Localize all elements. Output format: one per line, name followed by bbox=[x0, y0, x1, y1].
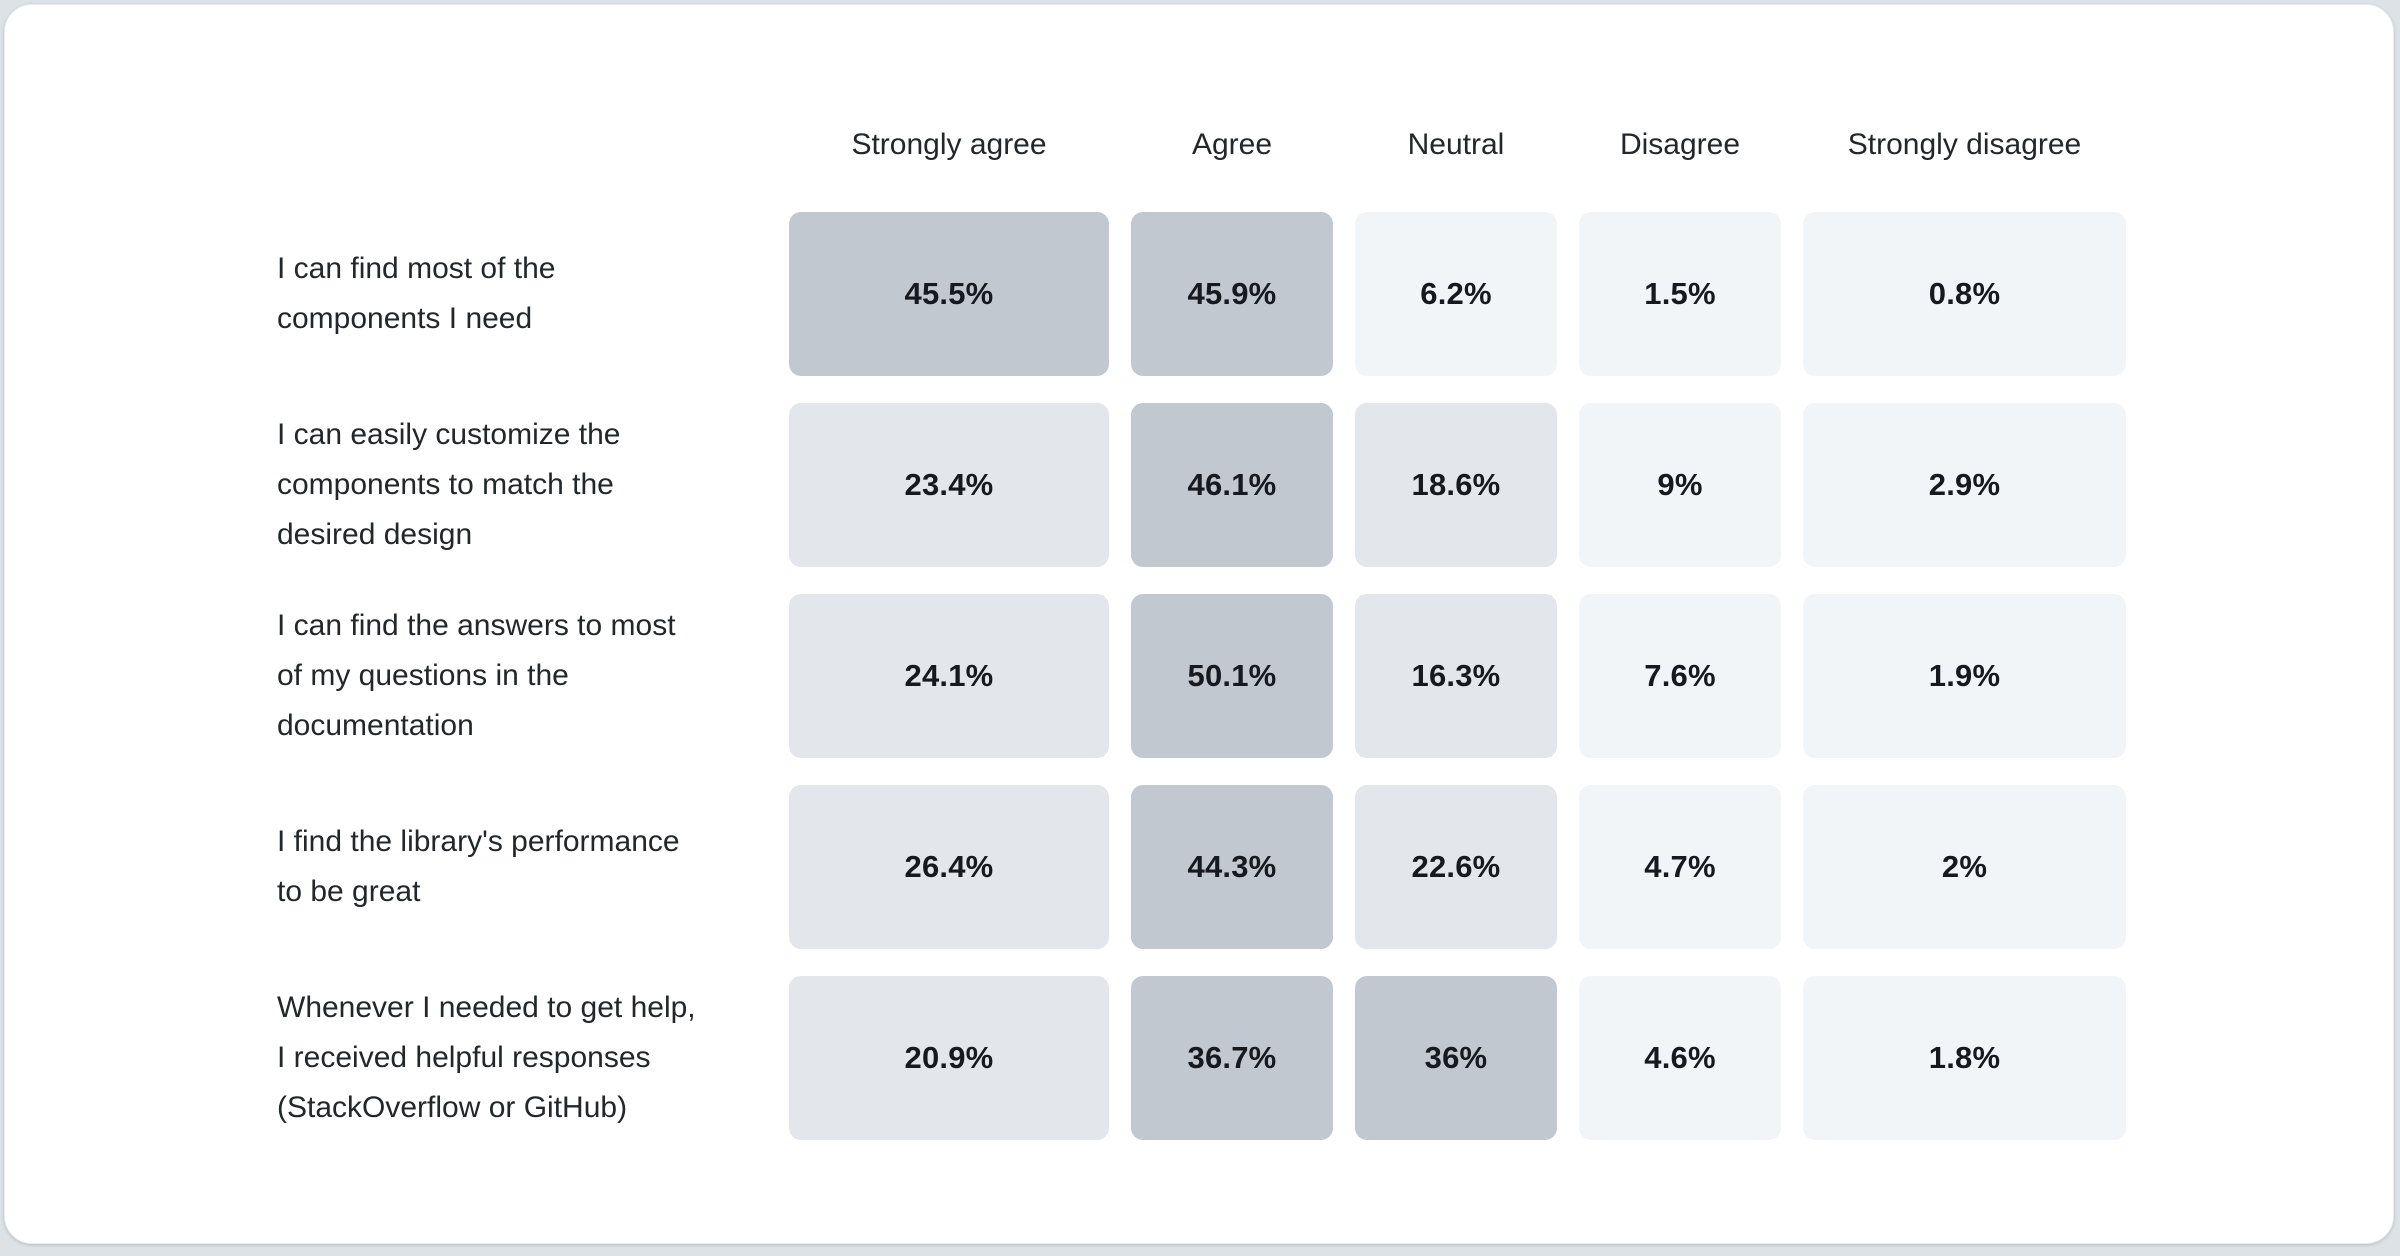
column-header: Agree bbox=[1191, 127, 1273, 161]
heatmap-cell: 36% bbox=[1355, 976, 1557, 1140]
column-header: Disagree bbox=[1619, 127, 1741, 161]
heatmap-cell: 26.4% bbox=[789, 785, 1109, 949]
heatmap-cell: 44.3% bbox=[1131, 785, 1333, 949]
row-label-text: I can easily customize the components to … bbox=[277, 418, 621, 551]
heatmap-cell: 7.6% bbox=[1579, 594, 1781, 758]
heatmap-cell: 6.2% bbox=[1355, 212, 1557, 376]
row-label: I can find most of the components I need bbox=[277, 212, 767, 376]
heatmap-cell: 2.9% bbox=[1803, 403, 2126, 567]
row-label: I can find the answers to most of my ques… bbox=[277, 594, 767, 758]
column-header: Strongly disagree bbox=[1847, 127, 2082, 161]
heatmap-cell: 18.6% bbox=[1355, 403, 1557, 567]
corner-spacer bbox=[277, 104, 767, 185]
heatmap-cell: 24.1% bbox=[789, 594, 1109, 758]
heatmap-cell: 36.7% bbox=[1131, 976, 1333, 1140]
row-label: Whenever I needed to get help, I received… bbox=[277, 976, 767, 1140]
row-label-text: I find the library's performance to be gr… bbox=[277, 825, 680, 908]
heatmap-cell: 45.9% bbox=[1131, 212, 1333, 376]
heatmap-cell: 2% bbox=[1803, 785, 2126, 949]
heatmap-cell: 1.9% bbox=[1803, 594, 2126, 758]
row-label: I can easily customize the components to … bbox=[277, 403, 767, 567]
heatmap-cell: 1.5% bbox=[1579, 212, 1781, 376]
heatmap-cell: 4.6% bbox=[1579, 976, 1781, 1140]
column-header: Neutral bbox=[1407, 127, 1505, 161]
row-label: I find the library's performance to be gr… bbox=[277, 785, 767, 949]
heatmap-cell: 20.9% bbox=[789, 976, 1109, 1140]
column-header: Strongly agree bbox=[851, 127, 1047, 161]
row-label-text: I can find most of the components I need bbox=[277, 252, 556, 335]
heatmap-cell: 4.7% bbox=[1579, 785, 1781, 949]
heatmap-cell: 46.1% bbox=[1131, 403, 1333, 567]
heatmap-cell: 16.3% bbox=[1355, 594, 1557, 758]
heatmap-cell: 0.8% bbox=[1803, 212, 2126, 376]
likert-heatmap: Strongly agree Agree Neutral Disagree Strong… bbox=[277, 104, 2393, 1140]
heatmap-cell: 9% bbox=[1579, 403, 1781, 567]
survey-heatmap-card: Strongly agree Agree Neutral Disagree Strong… bbox=[4, 4, 2394, 1244]
heatmap-cell: 45.5% bbox=[789, 212, 1109, 376]
heatmap-cell: 22.6% bbox=[1355, 785, 1557, 949]
heatmap-cell: 1.8% bbox=[1803, 976, 2126, 1140]
heatmap-cell: 50.1% bbox=[1131, 594, 1333, 758]
row-label-text: I can find the answers to most of my ques… bbox=[277, 609, 676, 742]
heatmap-cell: 23.4% bbox=[789, 403, 1109, 567]
row-label-text: Whenever I needed to get help, I received… bbox=[277, 991, 696, 1124]
